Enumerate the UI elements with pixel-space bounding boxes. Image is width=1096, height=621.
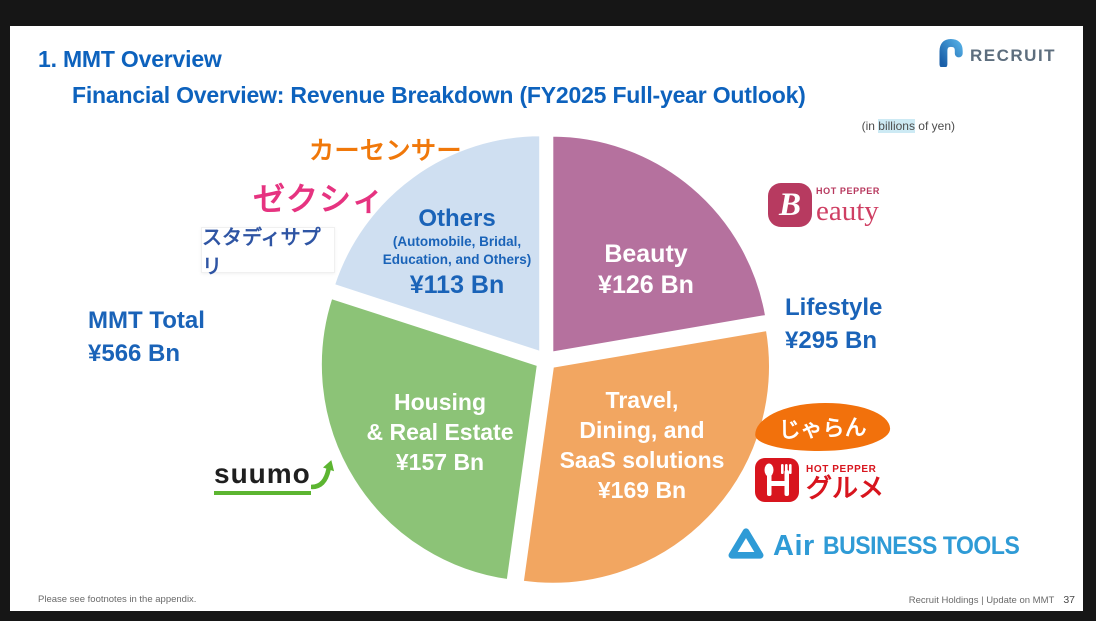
hot-pepper-beauty-word: eauty <box>816 195 879 227</box>
pie-slice-3 <box>331 133 543 355</box>
section-title: 1. MMT Overview <box>38 46 222 72</box>
footer-right: Recruit Holdings | Update on MMT 37 <box>909 594 1075 606</box>
page-title: Financial Overview: Revenue Breakdown (F… <box>72 82 806 108</box>
mmt-total-label: MMT Total <box>88 307 205 334</box>
pie-chart <box>311 125 781 595</box>
page-number: 37 <box>1063 594 1075 606</box>
recruit-logo: RECRUIT <box>935 38 1057 72</box>
suumo-logo: suumo <box>214 458 335 495</box>
hot-pepper-beauty-brand-text: HOT PEPPER <box>816 186 881 196</box>
others-sub-line2: Education, and Others) <box>382 252 532 267</box>
travel-name-line3: SaaS solutions <box>559 447 725 473</box>
pie-label-others: Others (Automobile, Bridal, Education, a… <box>347 204 567 302</box>
housing-name-line2: & Real Estate <box>366 419 514 445</box>
mmt-total-value: ¥566 Bn <box>88 340 181 367</box>
travel-name-line1: Travel, <box>605 387 679 413</box>
pie-chart-svg <box>318 133 772 586</box>
suumo-arrow-icon <box>309 458 335 495</box>
others-sub-line1: (Automobile, Bridal, <box>392 234 522 249</box>
carsensor-logo: カーセンサー <box>309 137 463 165</box>
travel-value: ¥169 Bn <box>597 477 687 503</box>
others-value: ¥113 Bn <box>409 271 505 299</box>
footer-document-title: Recruit Holdings | Update on MMT <box>908 595 1055 606</box>
pie-slice-0 <box>550 133 769 355</box>
suumo-logo-text: suumo <box>214 459 311 495</box>
air-business-tools-logo: Air BUSINESS TOOLS <box>727 527 1036 566</box>
air-logo-suffix: BUSINESS TOOLS <box>822 532 1020 560</box>
hot-pepper-beauty-b-icon: B <box>768 183 812 227</box>
lifestyle-value: ¥295 Bn <box>785 327 878 354</box>
pie-slice-2 <box>318 295 540 583</box>
unit-note: (in billions of yen) <box>862 119 955 133</box>
hot-pepper-beauty-logo: B HOT PEPPER eauty <box>768 183 880 227</box>
pie-label-beauty: Beauty ¥126 Bn <box>561 239 731 301</box>
unit-note-prefix: (in <box>861 119 879 133</box>
hot-pepper-gourmet-brand-text: HOT PEPPER <box>806 463 877 475</box>
mmt-total-annotation: MMT Total ¥566 Bn <box>88 304 205 370</box>
hot-pepper-gourmet-utensils-icon <box>755 458 799 507</box>
hot-pepper-gourmet-logo: HOT PEPPER グルメ <box>755 458 884 507</box>
pie-label-housing: Housing & Real Estate ¥157 Bn <box>340 387 540 477</box>
unit-note-suffix: of yen) <box>914 119 955 133</box>
recruit-r-mark-icon <box>935 38 965 72</box>
hot-pepper-gourmet-word: グルメ <box>806 472 885 503</box>
study-sapuri-logo: スタディサプリ <box>201 227 335 278</box>
recruit-logo-text: RECRUIT <box>970 45 1057 65</box>
unit-note-highlight: billions <box>878 119 915 133</box>
beauty-name: Beauty <box>604 240 688 268</box>
others-name: Others <box>418 205 496 232</box>
lifestyle-label: Lifestyle <box>785 294 883 321</box>
travel-name-line2: Dining, and <box>579 417 705 443</box>
air-logo-word: Air <box>773 530 815 562</box>
pie-slice-1 <box>520 327 772 586</box>
slide: 1. MMT Overview Financial Overview: Reve… <box>10 26 1083 611</box>
lifestyle-annotation: Lifestyle ¥295 Bn <box>785 291 882 357</box>
beauty-value: ¥126 Bn <box>598 271 694 299</box>
zexy-logo: ゼクシィ <box>253 181 386 217</box>
housing-name-line1: Housing <box>394 389 486 415</box>
air-triangle-icon <box>727 527 765 566</box>
housing-value: ¥157 Bn <box>395 449 485 475</box>
pie-label-travel: Travel, Dining, and SaaS solutions ¥169 … <box>537 385 747 505</box>
footnote-reference: Please see footnotes in the appendix. <box>38 594 197 605</box>
